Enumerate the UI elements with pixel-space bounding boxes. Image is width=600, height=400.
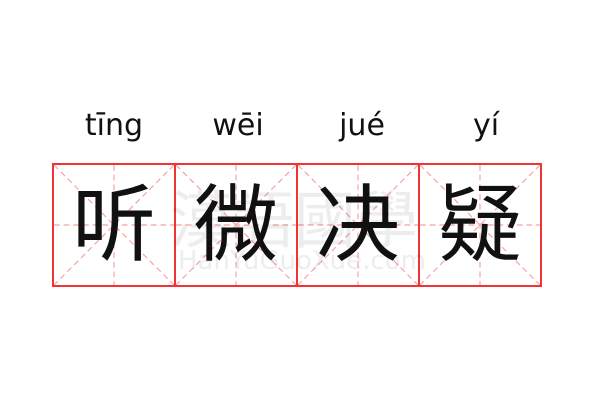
hanzi-2: 微: [193, 176, 278, 274]
pinyin-1: tīng: [84, 108, 144, 143]
pinyin-2: wēi: [212, 108, 264, 143]
character-cell: 微: [174, 163, 298, 287]
guide-lines: [54, 165, 174, 285]
character-cell: 疑: [418, 163, 542, 287]
guide-lines: [298, 165, 418, 285]
hanzi-4: 疑: [437, 176, 522, 274]
character-cell: 听: [52, 163, 176, 287]
pinyin-3: jué: [339, 108, 385, 143]
hanzi-1: 听: [71, 176, 156, 274]
character-cell: 决: [296, 163, 420, 287]
hanzi-3: 决: [315, 176, 400, 274]
character-grid: 听 微 决 疑: [52, 163, 548, 287]
guide-lines: [176, 165, 296, 285]
guide-lines: [420, 165, 540, 285]
pinyin-4: yí: [472, 108, 500, 143]
